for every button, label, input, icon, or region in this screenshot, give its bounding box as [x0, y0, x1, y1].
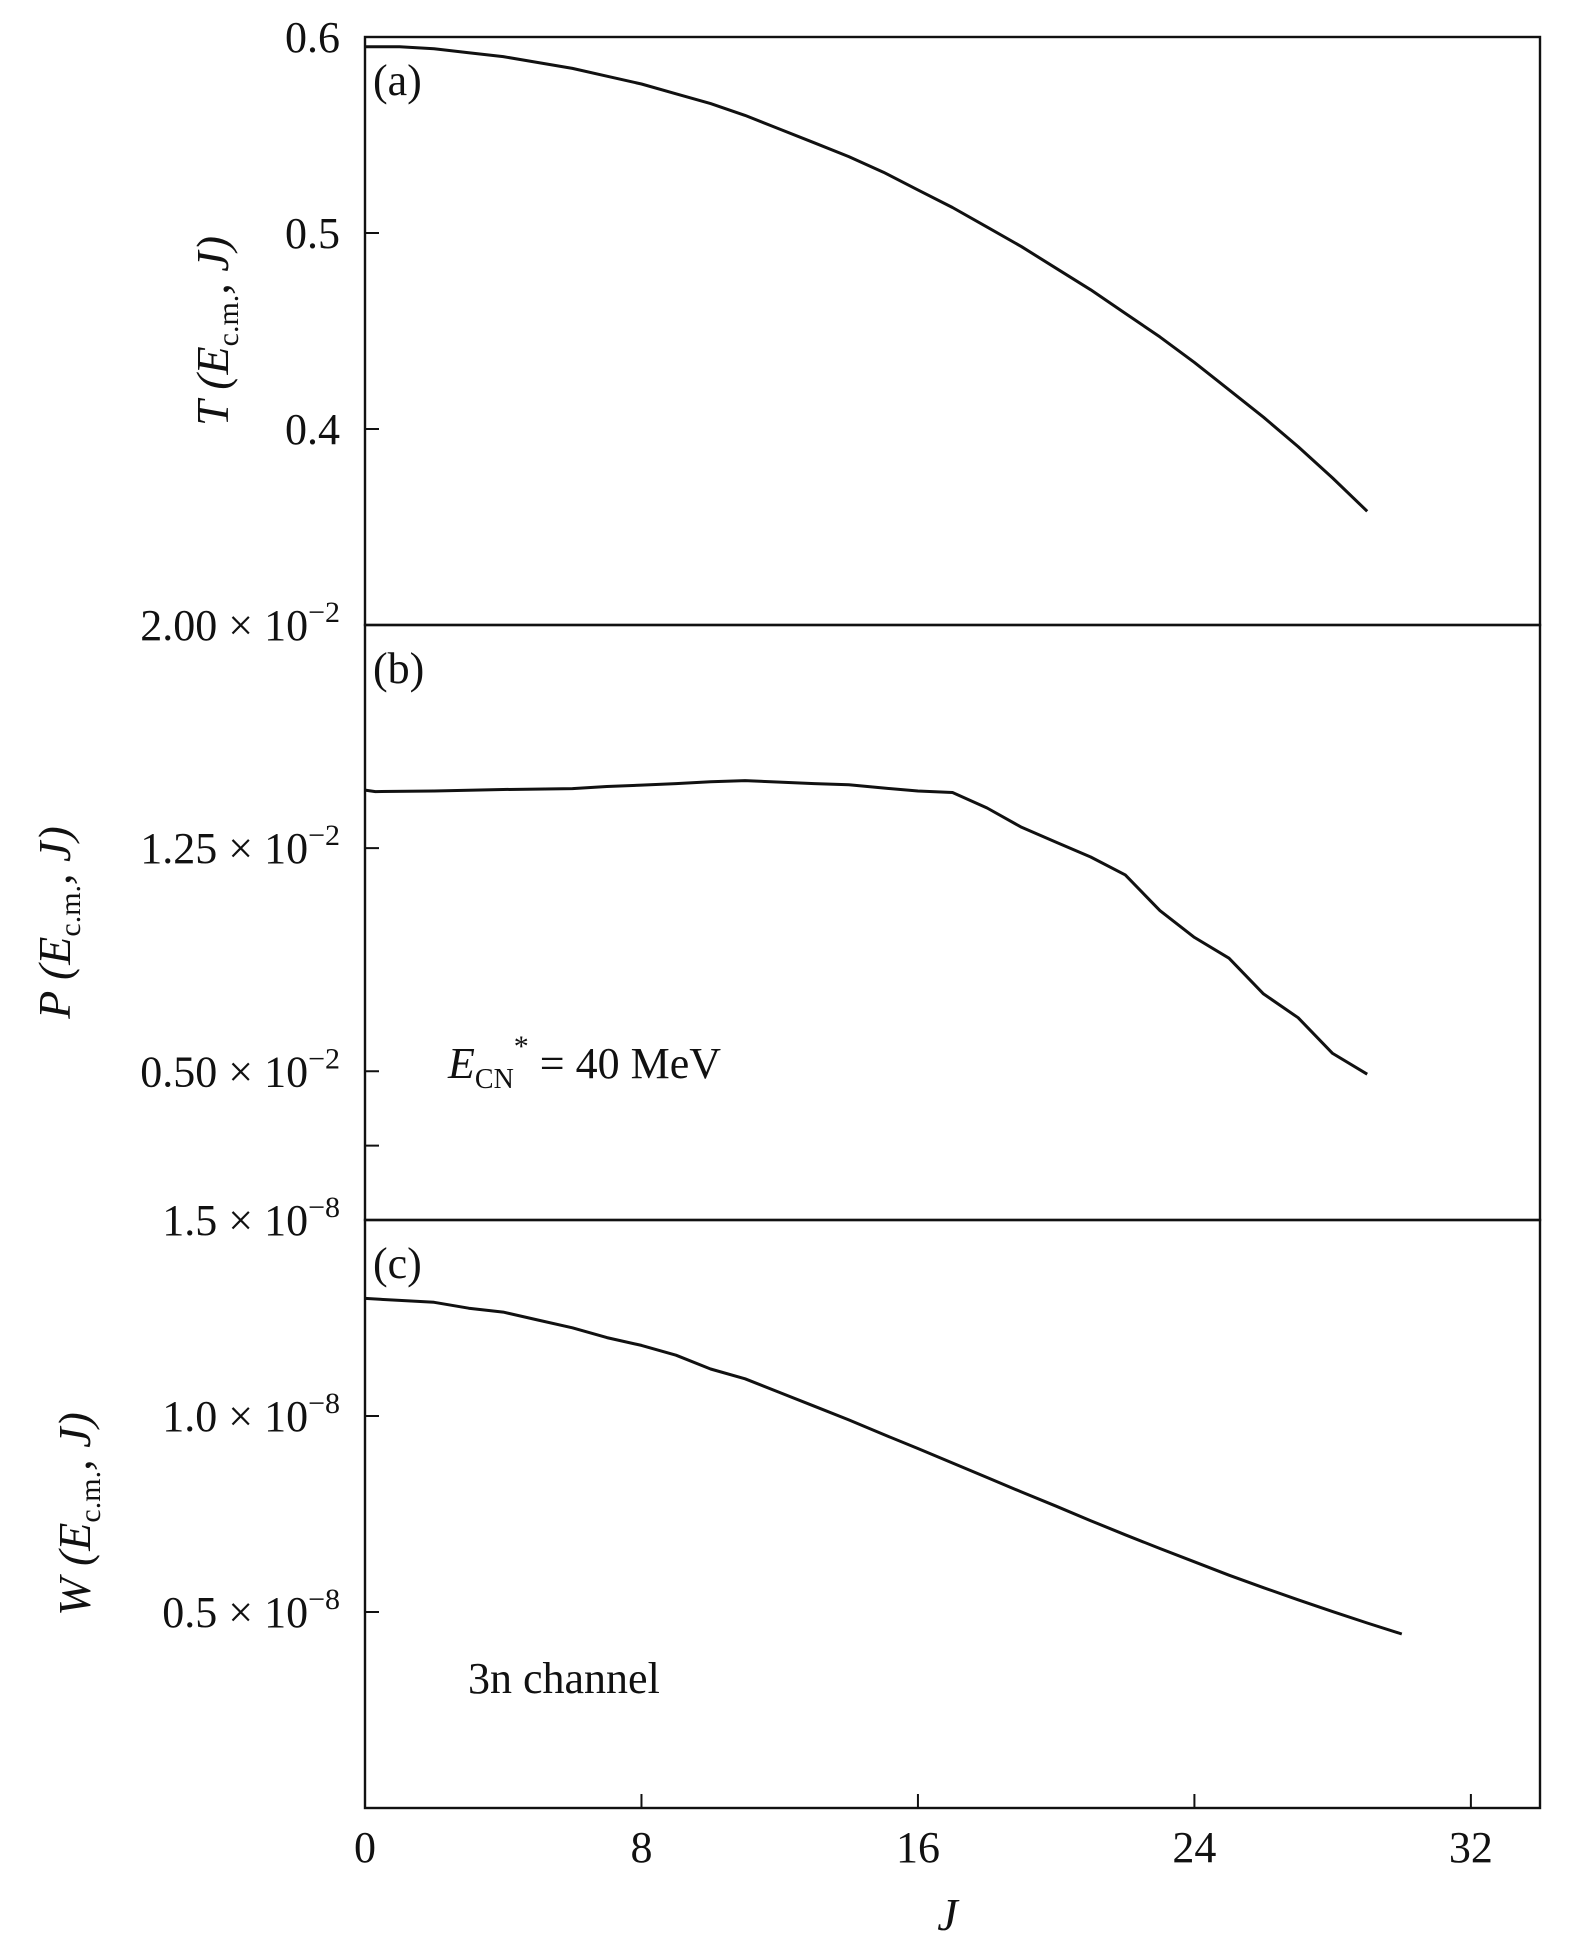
- y-tick-label: 1.5 × 10−8: [162, 1191, 340, 1245]
- panel-tag: (a): [373, 56, 422, 105]
- plot-frame: [363, 35, 1542, 627]
- x-tick-label: 24: [1172, 1823, 1216, 1872]
- plot-frame: [363, 623, 1542, 1222]
- y-tick-label: 1.0 × 10−8: [162, 1387, 340, 1441]
- panel-a: 0.6 0.5 0.4 (a) T (Ec.m., J): [187, 13, 1542, 627]
- x-tick-label: 8: [630, 1823, 652, 1872]
- x-axis: 0 8 16 24 32 J: [354, 1794, 1493, 1940]
- series-line: [365, 45, 1369, 513]
- panel-c: 1.5 × 10−8 1.0 × 10−8 0.5 × 10−8 (c) W (Ec.m…: [49, 1191, 1542, 1810]
- y-axis-label: P (Ec.m., J): [29, 826, 87, 1020]
- panel-tag: (c): [373, 1239, 422, 1288]
- y-axis-label: W (Ec.m., J): [49, 1412, 107, 1616]
- series-line: [364, 1296, 1403, 1636]
- x-tick-label: 16: [896, 1823, 940, 1872]
- y-tick-label: 0.5: [285, 209, 340, 258]
- y-tick-label: 0.4: [285, 405, 340, 454]
- y-tick-label: 1.25 × 10−2: [140, 819, 340, 873]
- y-tick-label: 2.00 × 10−2: [140, 596, 340, 650]
- y-axis-label: T (Ec.m., J): [187, 236, 245, 426]
- series-line: [364, 779, 1368, 1076]
- annotation: 3n channel: [468, 1654, 660, 1703]
- plot-frame: [363, 1218, 1542, 1810]
- panel-b: 2.00 × 10−2 1.25 × 10−2 0.50 × 10−2 (b) P (E…: [29, 596, 1542, 1222]
- panel-tag: (b): [373, 644, 424, 693]
- y-tick-label: 0.6: [285, 13, 340, 62]
- annotation: ECN* = 40 MeV: [447, 1030, 721, 1095]
- y-tick-label: 0.50 × 10−2: [140, 1042, 340, 1096]
- x-tick-label: 32: [1449, 1823, 1493, 1872]
- x-axis-label: J: [937, 1889, 960, 1940]
- x-tick-label: 0: [354, 1823, 376, 1872]
- y-tick-label: 0.5 × 10−8: [162, 1583, 340, 1637]
- panels: 0.6 0.5 0.4 (a) T (Ec.m., J) 2.00 × 10−2 1.25 …: [29, 13, 1542, 1810]
